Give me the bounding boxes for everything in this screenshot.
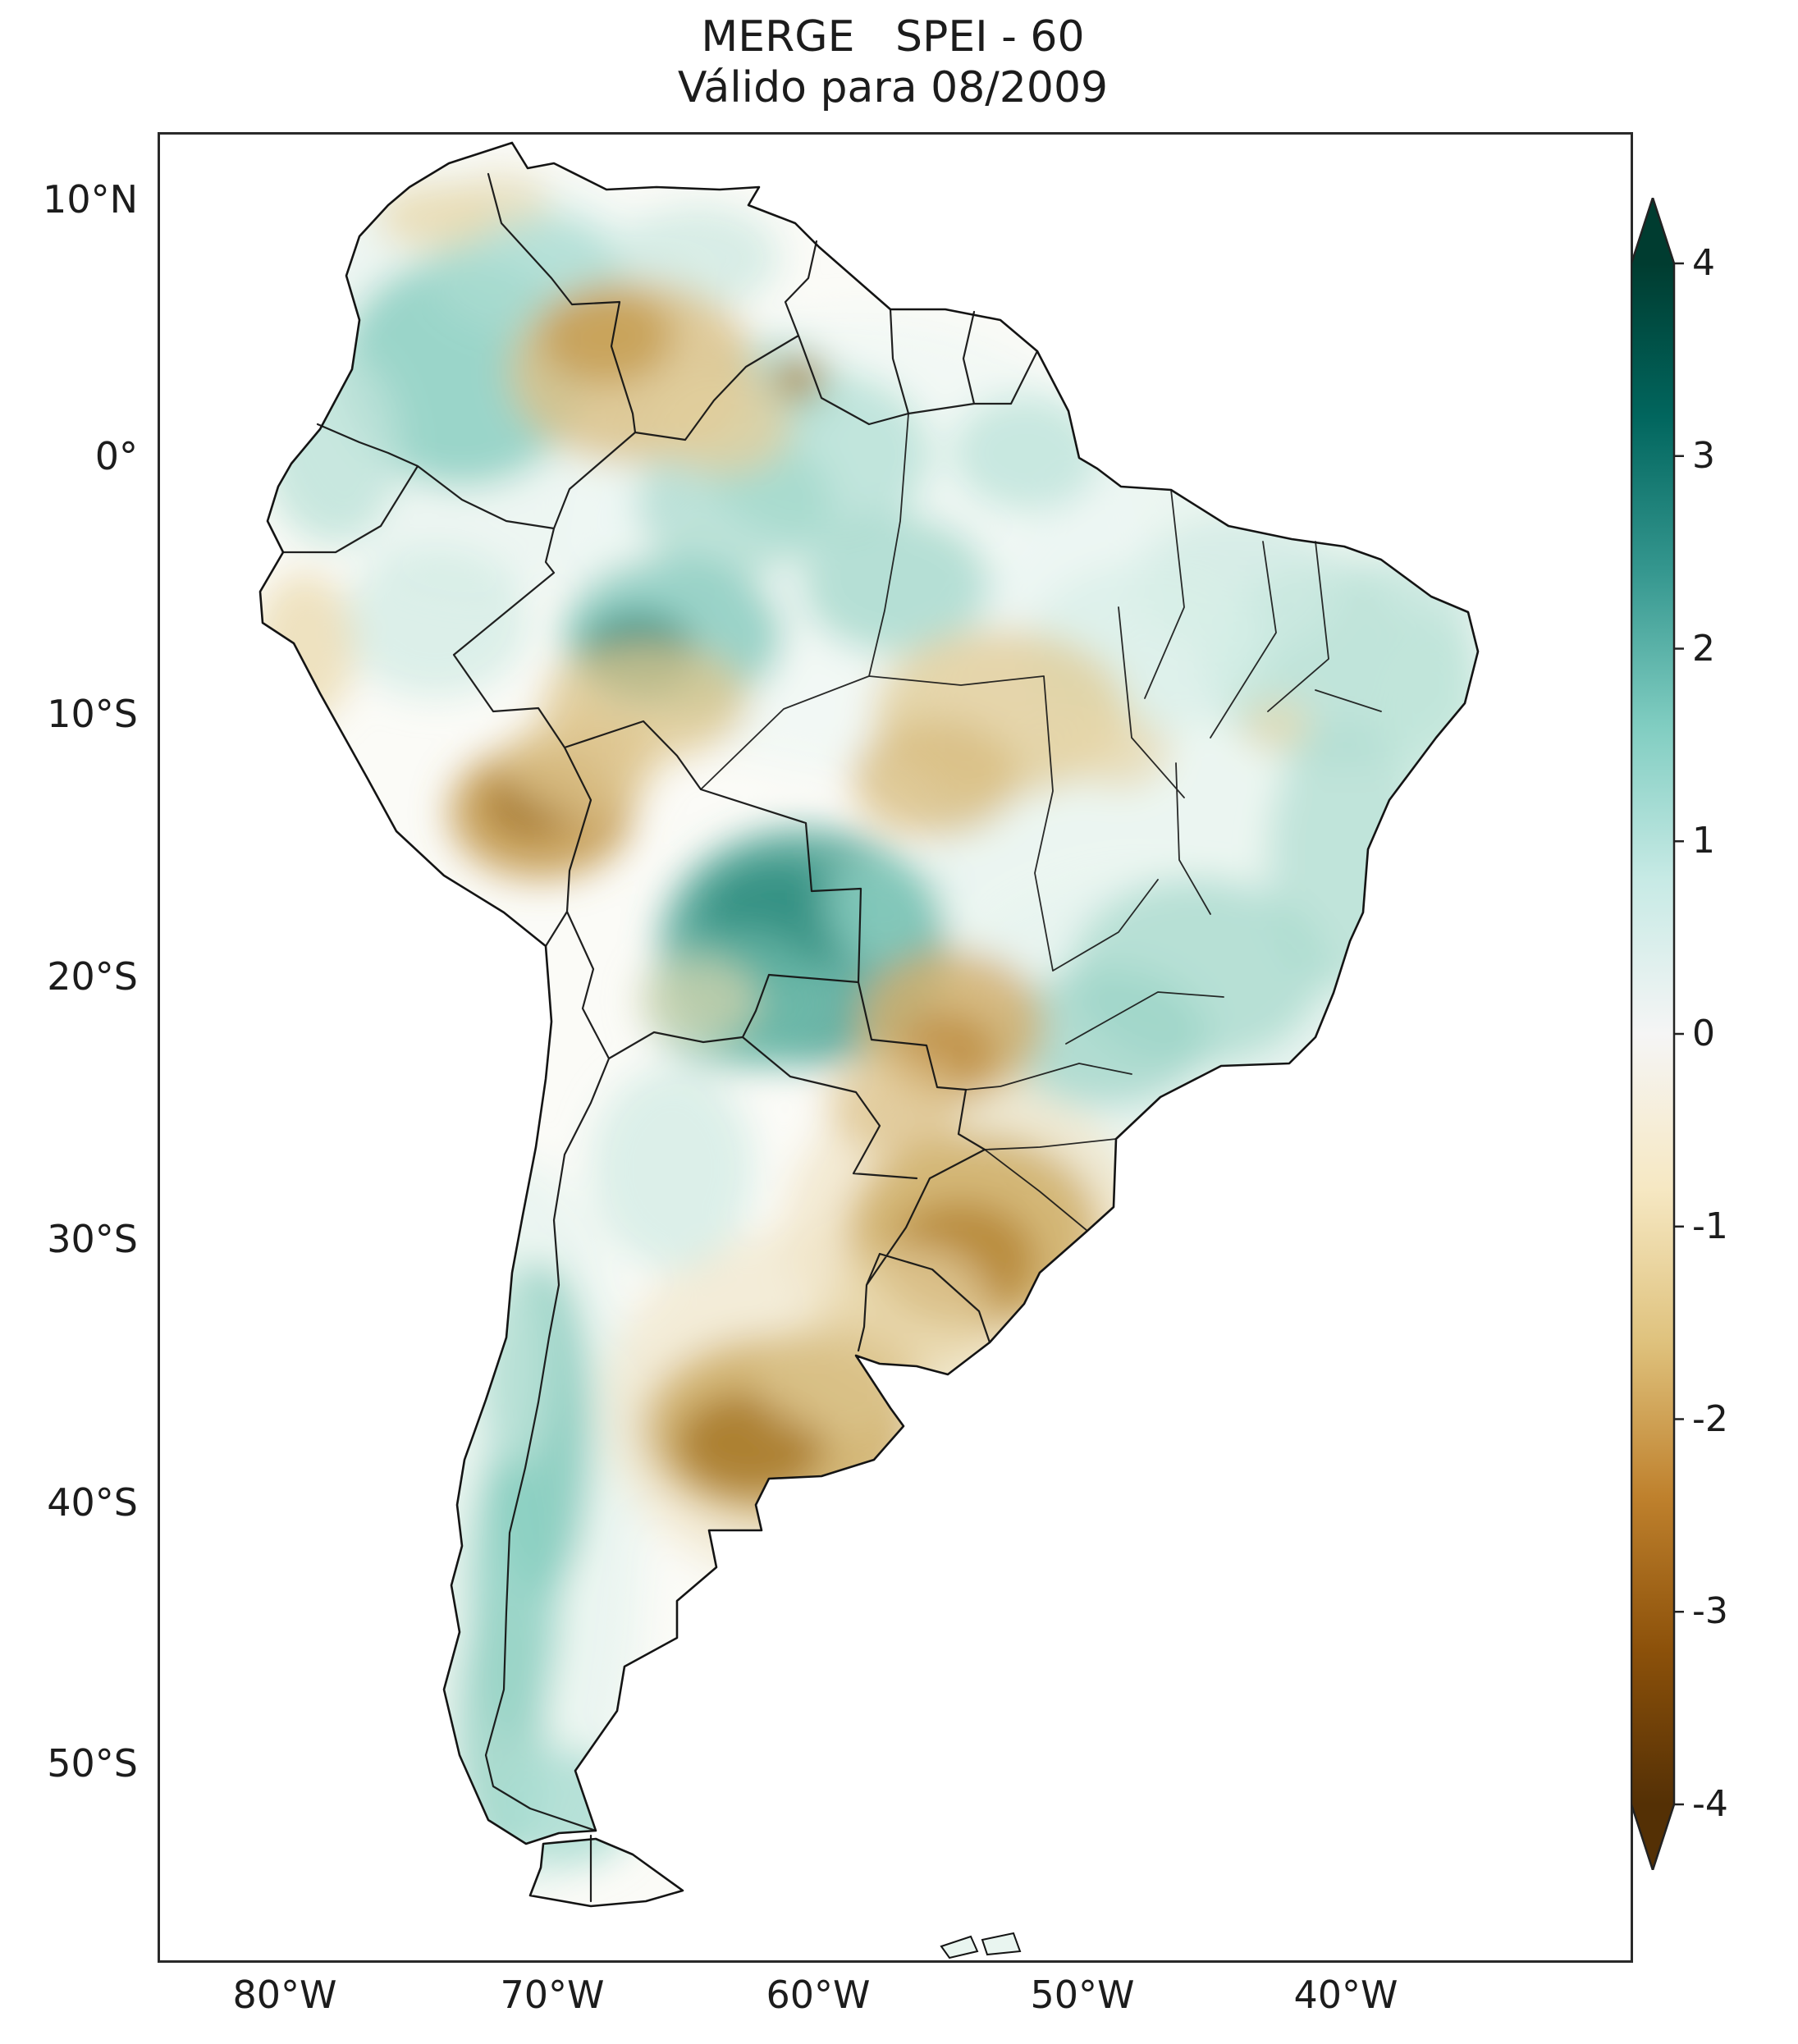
y-tick-label: 20°S — [47, 954, 138, 999]
map-plot-area: INPE — [158, 132, 1633, 1963]
inpe-logo: INPE — [1555, 1907, 1798, 2044]
south-america-map — [258, 141, 1480, 1959]
figure-title: MERGE SPEI - 60 — [701, 12, 1085, 62]
x-tick-label: 70°W — [500, 1973, 605, 2017]
country-borders — [281, 172, 1039, 1903]
falkland-islands — [940, 1932, 1022, 1959]
coastline — [258, 141, 1480, 1908]
colorbar-tick-label: -4 — [1692, 1783, 1728, 1825]
figure-title-block: MERGE SPEI - 60 Válido para 08/2009 — [158, 11, 1628, 113]
colorbar-tick-label: -1 — [1692, 1205, 1728, 1247]
y-tick-label: 50°S — [47, 1741, 138, 1786]
y-tick-label: 30°S — [47, 1217, 138, 1261]
x-tick-label: 50°W — [1030, 1973, 1135, 2017]
y-tick-label: 0° — [94, 434, 138, 478]
x-tick-label: 80°W — [232, 1973, 337, 2017]
y-tick-label: 10°N — [43, 177, 138, 222]
x-tick-label: 60°W — [766, 1973, 871, 2017]
figure-subtitle: Válido para 08/2009 — [677, 63, 1109, 112]
state-borders — [700, 413, 1382, 1232]
colorbar-tick-label: 3 — [1692, 435, 1715, 477]
colorbar-tick-label: 0 — [1692, 1013, 1715, 1054]
colorbar-tick-label: -2 — [1692, 1398, 1728, 1440]
x-tick-label: 40°W — [1293, 1973, 1398, 2017]
colorbar-tick-label: 1 — [1692, 820, 1715, 862]
colorbar — [1631, 198, 1684, 1870]
colorbar-extend-min — [1631, 1804, 1674, 1870]
colorbar-tick-label: 2 — [1692, 628, 1715, 670]
colorbar-tick-marks — [1674, 262, 1684, 1806]
y-tick-label: 40°S — [47, 1480, 138, 1525]
colorbar-gradient — [1631, 263, 1674, 1804]
y-tick-label: 10°S — [47, 692, 138, 736]
colorbar-extend-max — [1631, 198, 1674, 263]
colorbar-tick-label: -3 — [1692, 1590, 1728, 1632]
colorbar-tick-label: 4 — [1692, 242, 1715, 284]
